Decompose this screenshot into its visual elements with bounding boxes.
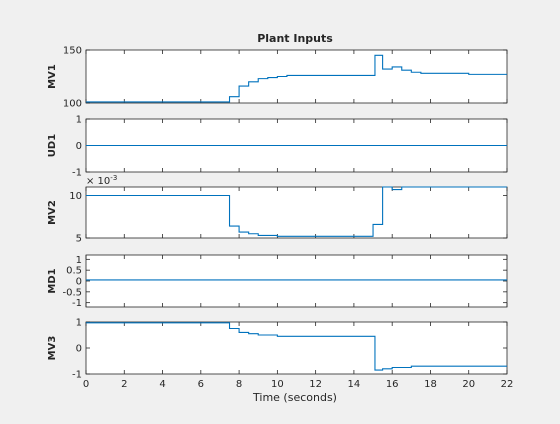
- mv2-y-tick-label: 5: [76, 234, 82, 245]
- md1-y-tick-label: 0.5: [66, 266, 82, 277]
- md1-y-tick-label: 1: [76, 255, 82, 266]
- x-axis-label: Time (seconds): [252, 391, 337, 404]
- ud1-subplot: -1 0 1 UD1: [47, 115, 508, 179]
- mv2-axes-box: [85, 186, 508, 239]
- mv2-y-tick-label: 10: [69, 191, 82, 202]
- x-tick-label: 14: [348, 379, 361, 390]
- mv2-series-line: [86, 186, 507, 237]
- mv1-y-axis-label: MV1: [47, 64, 58, 89]
- mv3-series-line: [86, 322, 507, 371]
- md1-subplot: -1-0.500.51 MD1: [47, 254, 508, 309]
- x-tick-label: 18: [424, 379, 437, 390]
- mv3-y-tick-label: -1: [72, 370, 82, 381]
- mv2-y-axis-label: MV2: [47, 200, 58, 225]
- ud1-y-tick-label: -1: [72, 168, 82, 179]
- mv1-y-tick-label: 150: [63, 46, 82, 57]
- x-tick-label: 20: [462, 379, 475, 390]
- mv3-y-tick-label: 1: [76, 318, 82, 329]
- x-tick-label: 10: [271, 379, 284, 390]
- x-tick-label: 2: [121, 379, 127, 390]
- md1-y-axis-label: MD1: [47, 268, 58, 293]
- x-tick-label: 4: [159, 379, 165, 390]
- x-tick-label: 22: [501, 379, 514, 390]
- md1-y-tick-label: -0.5: [62, 287, 82, 298]
- ud1-y-tick-label: 1: [76, 115, 82, 126]
- mv1-y-tick-label: 100: [63, 99, 82, 110]
- x-tick-label: 0: [83, 379, 89, 390]
- chart-title: Plant Inputs: [257, 32, 333, 45]
- ud1-y-axis-label: UD1: [47, 134, 58, 157]
- mv3-y-tick-label: 0: [76, 344, 82, 355]
- mv1-subplot: 100 150 MV1: [47, 46, 508, 110]
- md1-y-tick-label: 0: [76, 277, 82, 288]
- x-tick-label: 8: [236, 379, 242, 390]
- x-tick-label: 6: [198, 379, 204, 390]
- x-tick-label: 12: [309, 379, 322, 390]
- mv3-y-axis-label: MV3: [47, 336, 58, 361]
- mv2-subplot: 5 10 MV2 × 10-3: [47, 174, 508, 245]
- x-tick-label: 16: [386, 379, 399, 390]
- md1-axes-box: [85, 254, 508, 308]
- md1-y-tick-label: -1: [72, 298, 82, 309]
- mv1-axes-box: [85, 49, 508, 104]
- mv2-exponent-label: × 10-3: [86, 174, 117, 187]
- ud1-y-tick-label: 0: [76, 141, 82, 152]
- mv1-series-line: [86, 54, 507, 103]
